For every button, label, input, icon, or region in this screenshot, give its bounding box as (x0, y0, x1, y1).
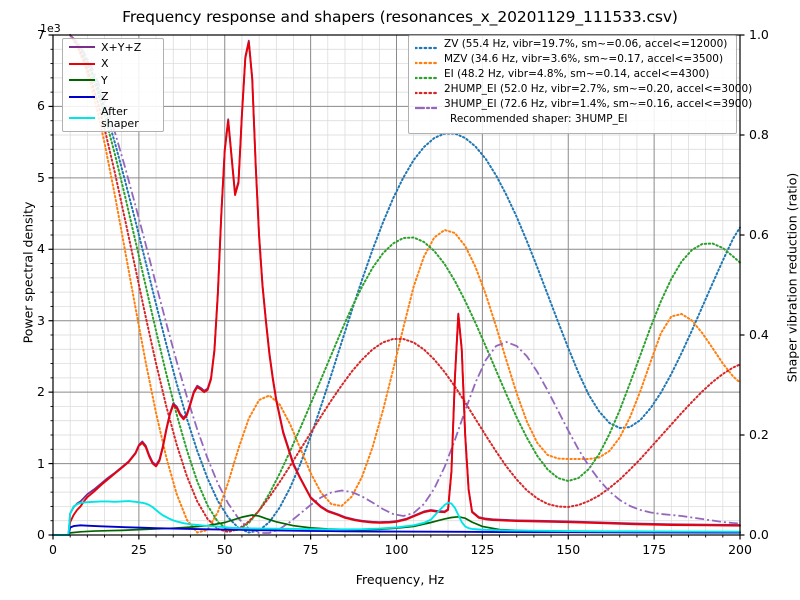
legend-label-shaper: MZV (34.6 Hz, vibr=3.6%, sm~=0.17, accel… (444, 52, 724, 65)
legend-label-psd: After shaper (101, 105, 139, 130)
legend-swatch-dotted-icon (413, 68, 439, 80)
legend-label-psd: Y (101, 73, 108, 87)
legend-psd: X+Y+Z X Y Z After shaper (62, 38, 164, 132)
legend-label-shaper: ZV (55.4 Hz, vibr=19.7%, sm~=0.06, accel… (444, 37, 728, 50)
legend-swatch-dashdot-icon (413, 98, 439, 110)
shaper-curve-mzv (69, 34, 741, 534)
legend-item-shaper: MZV (34.6 Hz, vibr=3.6%, sm~=0.17, accel… (413, 51, 736, 66)
legend-swatch-dotted-icon (413, 83, 439, 95)
shaper-curve-3hump_ei (69, 34, 741, 534)
x-tick-label: 100 (384, 542, 409, 557)
legend-shapers: ZV (55.4 Hz, vibr=19.7%, sm~=0.06, accel… (408, 35, 752, 134)
legend-swatch-line-icon (69, 116, 95, 119)
legend-label-psd: X (101, 57, 109, 71)
x-tick-label: 50 (216, 542, 233, 557)
legend-item-shaper: 3HUMP_EI (72.6 Hz, vibr=1.4%, sm~=0.16, … (413, 96, 752, 111)
x-tick-label: 125 (470, 542, 495, 557)
legend-label-shaper: 3HUMP_EI (72.6 Hz, vibr=1.4%, sm~=0.16, … (444, 97, 753, 110)
legend-item-psd: Z (69, 89, 163, 106)
x-axis-label: Frequency, Hz (355, 572, 445, 587)
shaper-curve-ei (69, 34, 741, 531)
y-tick-label-right: 0.4 (749, 327, 769, 342)
legend-item-shaper: ZV (55.4 Hz, vibr=19.7%, sm~=0.06, accel… (413, 36, 736, 51)
chart-title: Frequency response and shapers (resonanc… (122, 8, 678, 26)
y-axis-exponent-label: 1e3 (40, 22, 61, 35)
y-tick-label-right: 0.6 (749, 227, 769, 242)
x-tick-label: 0 (49, 542, 57, 557)
x-tick-label: 175 (642, 542, 667, 557)
y-tick-label-left: 4 (37, 241, 45, 257)
shaper-curve-zv (69, 34, 741, 534)
psd-curve-z (52, 524, 741, 536)
legend-swatch-dotted-icon (413, 38, 439, 50)
legend-swatch-line-icon (69, 62, 95, 65)
x-tick-label: 75 (302, 542, 319, 557)
legend-item-shaper: EI (48.2 Hz, vibr=4.8%, sm~=0.14, accel<… (413, 66, 736, 81)
psd-curve-after-shaper (52, 500, 741, 536)
x-tick-label: 25 (130, 542, 147, 557)
legend-item-psd: Y (69, 72, 163, 89)
y-tick-label-left: 2 (37, 384, 45, 400)
legend-label-shaper: 2HUMP_EI (52.0 Hz, vibr=2.7%, sm~=0.20, … (444, 82, 753, 95)
y-tick-label-right: 1.0 (749, 27, 769, 42)
y-tick-label-left: 7 (37, 27, 45, 42)
legend-swatch-line-icon (69, 79, 95, 82)
y-tick-label-right: 0.8 (749, 127, 769, 142)
legend-item-psd: After shaper (69, 105, 163, 130)
y-axis-label-left: Power spectral density (20, 201, 36, 344)
legend-label-shaper: EI (48.2 Hz, vibr=4.8%, sm~=0.14, accel<… (444, 67, 710, 80)
legend-item-shaper: 2HUMP_EI (52.0 Hz, vibr=2.7%, sm~=0.20, … (413, 81, 752, 96)
x-tick-label: 150 (556, 542, 581, 557)
y-tick-label-left: 1 (37, 455, 45, 471)
shaper-curve-2hump_ei (69, 34, 741, 534)
legend-label-psd: X+Y+Z (101, 40, 142, 54)
legend-label-psd: Z (101, 90, 109, 104)
y-tick-label-left: 0 (37, 527, 45, 542)
y-tick-label-left: 3 (37, 312, 45, 328)
legend-item-psd: X (69, 56, 163, 73)
legend-swatch-line-icon (69, 95, 95, 98)
legend-swatch-line-icon (69, 46, 95, 49)
legend-swatch-dotted-icon (413, 53, 439, 65)
legend-item-psd: X+Y+Z (69, 39, 163, 56)
recommended-shaper-label: Recommended shaper: 3HUMP_EI (450, 112, 628, 125)
y-tick-label-left: 6 (37, 98, 45, 114)
y-axis-label-right: Shaper vibration reduction (ratio) (784, 172, 800, 383)
x-tick-label: 200 (728, 542, 752, 557)
psd-curve-x (52, 41, 741, 536)
y-tick-label-right: 0.2 (749, 427, 769, 442)
recommended-shaper-row: Recommended shaper: 3HUMP_EI (415, 111, 736, 126)
y-tick-label-left: 5 (37, 169, 45, 185)
y-tick-label-right: 0.0 (749, 527, 769, 542)
